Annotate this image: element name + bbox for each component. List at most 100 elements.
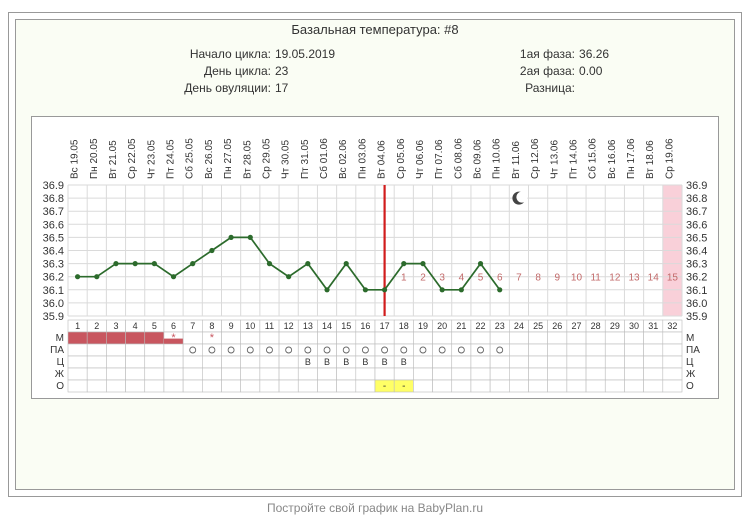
svg-text:Сб 25.05: Сб 25.05 — [184, 138, 196, 179]
svg-text:36.3: 36.3 — [43, 259, 64, 271]
svg-text:М: М — [686, 333, 694, 344]
svg-text:Сб 15.06: Сб 15.06 — [587, 138, 599, 179]
svg-text:24: 24 — [514, 321, 524, 331]
svg-text:Вс 09.06: Вс 09.06 — [473, 139, 484, 179]
svg-text:7: 7 — [190, 321, 195, 331]
svg-text:12: 12 — [609, 273, 621, 284]
svg-text:4: 4 — [133, 321, 138, 331]
svg-text:О: О — [686, 381, 694, 392]
info-block: Начало цикла:19.05.2019День цикла:23День… — [16, 46, 734, 97]
svg-text:11: 11 — [265, 321, 274, 331]
svg-text:35.9: 35.9 — [43, 311, 64, 323]
svg-text:20: 20 — [437, 321, 447, 331]
svg-text:36.4: 36.4 — [686, 246, 707, 258]
svg-text:14: 14 — [322, 321, 332, 331]
svg-text:36.5: 36.5 — [43, 232, 64, 244]
svg-text:36.6: 36.6 — [686, 219, 707, 231]
svg-text:36.9: 36.9 — [686, 180, 707, 192]
svg-text:36.2: 36.2 — [43, 272, 64, 284]
svg-text:36.0: 36.0 — [43, 298, 64, 310]
svg-text:Пт 07.06: Пт 07.06 — [434, 139, 445, 179]
svg-text:36.5: 36.5 — [686, 232, 707, 244]
svg-text:9: 9 — [229, 321, 234, 331]
svg-text:Ц: Ц — [57, 357, 65, 368]
svg-text:8: 8 — [209, 321, 214, 331]
svg-text:36.3: 36.3 — [686, 259, 707, 271]
svg-text:1: 1 — [401, 273, 407, 284]
svg-text:Пт 24.05: Пт 24.05 — [166, 139, 177, 179]
svg-text:7: 7 — [516, 273, 522, 284]
svg-text:23: 23 — [495, 321, 505, 331]
info-left: Начало цикла:19.05.2019День цикла:23День… — [141, 46, 335, 97]
chart-container: Базальная температура: #8 Начало цикла:1… — [0, 0, 750, 519]
svg-text:6: 6 — [497, 273, 503, 284]
svg-text:36.2: 36.2 — [686, 272, 707, 284]
svg-text:17: 17 — [380, 321, 390, 331]
svg-text:36.6: 36.6 — [43, 219, 64, 231]
svg-text:Пн 20.05: Пн 20.05 — [89, 138, 100, 179]
svg-text:М: М — [56, 333, 64, 344]
svg-text:28: 28 — [591, 321, 601, 331]
svg-text:31: 31 — [648, 321, 658, 331]
svg-text:Ср 05.06: Ср 05.06 — [396, 138, 407, 179]
svg-text:Вт 04.06: Вт 04.06 — [377, 140, 388, 179]
svg-text:8: 8 — [535, 273, 541, 284]
svg-text:Вс 19.05: Вс 19.05 — [70, 139, 81, 179]
svg-text:*: * — [171, 332, 176, 344]
svg-text:21: 21 — [456, 321, 466, 331]
svg-text:B: B — [382, 357, 388, 367]
svg-text:1: 1 — [75, 321, 80, 331]
svg-text:B: B — [362, 357, 368, 367]
svg-text:Ср 19.06: Ср 19.06 — [664, 138, 675, 179]
svg-text:ПА: ПА — [686, 345, 700, 356]
svg-text:36.4: 36.4 — [43, 246, 64, 258]
svg-text:13: 13 — [628, 273, 640, 284]
svg-text:5: 5 — [478, 273, 484, 284]
svg-text:-: - — [402, 381, 405, 392]
svg-text:Вс 16.06: Вс 16.06 — [607, 139, 618, 179]
svg-text:-: - — [383, 381, 386, 392]
svg-text:22: 22 — [476, 321, 486, 331]
svg-text:Чт 23.05: Чт 23.05 — [146, 140, 157, 179]
svg-text:30: 30 — [629, 321, 639, 331]
svg-text:Ср 12.06: Ср 12.06 — [530, 138, 541, 179]
svg-text:11: 11 — [590, 273, 601, 284]
svg-text:36.1: 36.1 — [686, 285, 707, 297]
svg-text:Вт 28.05: Вт 28.05 — [242, 140, 253, 179]
svg-text:Пн 17.06: Пн 17.06 — [626, 138, 637, 179]
svg-text:Ср 29.05: Ср 29.05 — [261, 138, 272, 179]
svg-text:35.9: 35.9 — [686, 311, 707, 323]
svg-text:Ср 22.05: Ср 22.05 — [127, 138, 138, 179]
svg-text:Сб 01.06: Сб 01.06 — [318, 138, 330, 179]
svg-text:Ц: Ц — [686, 357, 694, 368]
moon-icon — [512, 192, 527, 205]
svg-text:3: 3 — [113, 321, 118, 331]
svg-text:36.9: 36.9 — [43, 180, 64, 192]
svg-text:*: * — [210, 332, 215, 344]
svg-text:Чт 13.06: Чт 13.06 — [549, 140, 560, 179]
svg-text:15: 15 — [667, 273, 679, 284]
svg-text:Чт 06.06: Чт 06.06 — [415, 140, 426, 179]
svg-text:Пт 31.05: Пт 31.05 — [300, 139, 311, 179]
svg-text:18: 18 — [399, 321, 409, 331]
svg-text:B: B — [324, 357, 330, 367]
svg-text:14: 14 — [648, 273, 660, 284]
svg-text:3: 3 — [439, 273, 445, 284]
svg-text:Чт 30.05: Чт 30.05 — [281, 140, 292, 179]
svg-text:Ж: Ж — [686, 369, 696, 380]
svg-text:B: B — [401, 357, 407, 367]
svg-text:29: 29 — [610, 321, 620, 331]
svg-text:Пн 27.05: Пн 27.05 — [223, 138, 234, 179]
svg-text:36.7: 36.7 — [686, 206, 707, 218]
svg-text:36.8: 36.8 — [686, 193, 707, 205]
svg-text:2: 2 — [420, 273, 426, 284]
svg-text:15: 15 — [341, 321, 351, 331]
svg-text:13: 13 — [303, 321, 313, 331]
svg-text:Вт 11.06: Вт 11.06 — [511, 141, 522, 179]
svg-text:Вт 21.05: Вт 21.05 — [108, 140, 119, 179]
panel-title: Базальная температура: #8 — [291, 22, 458, 37]
svg-text:9: 9 — [555, 273, 561, 284]
svg-text:16: 16 — [360, 321, 370, 331]
svg-text:ПА: ПА — [50, 345, 64, 356]
svg-text:6: 6 — [171, 321, 176, 331]
